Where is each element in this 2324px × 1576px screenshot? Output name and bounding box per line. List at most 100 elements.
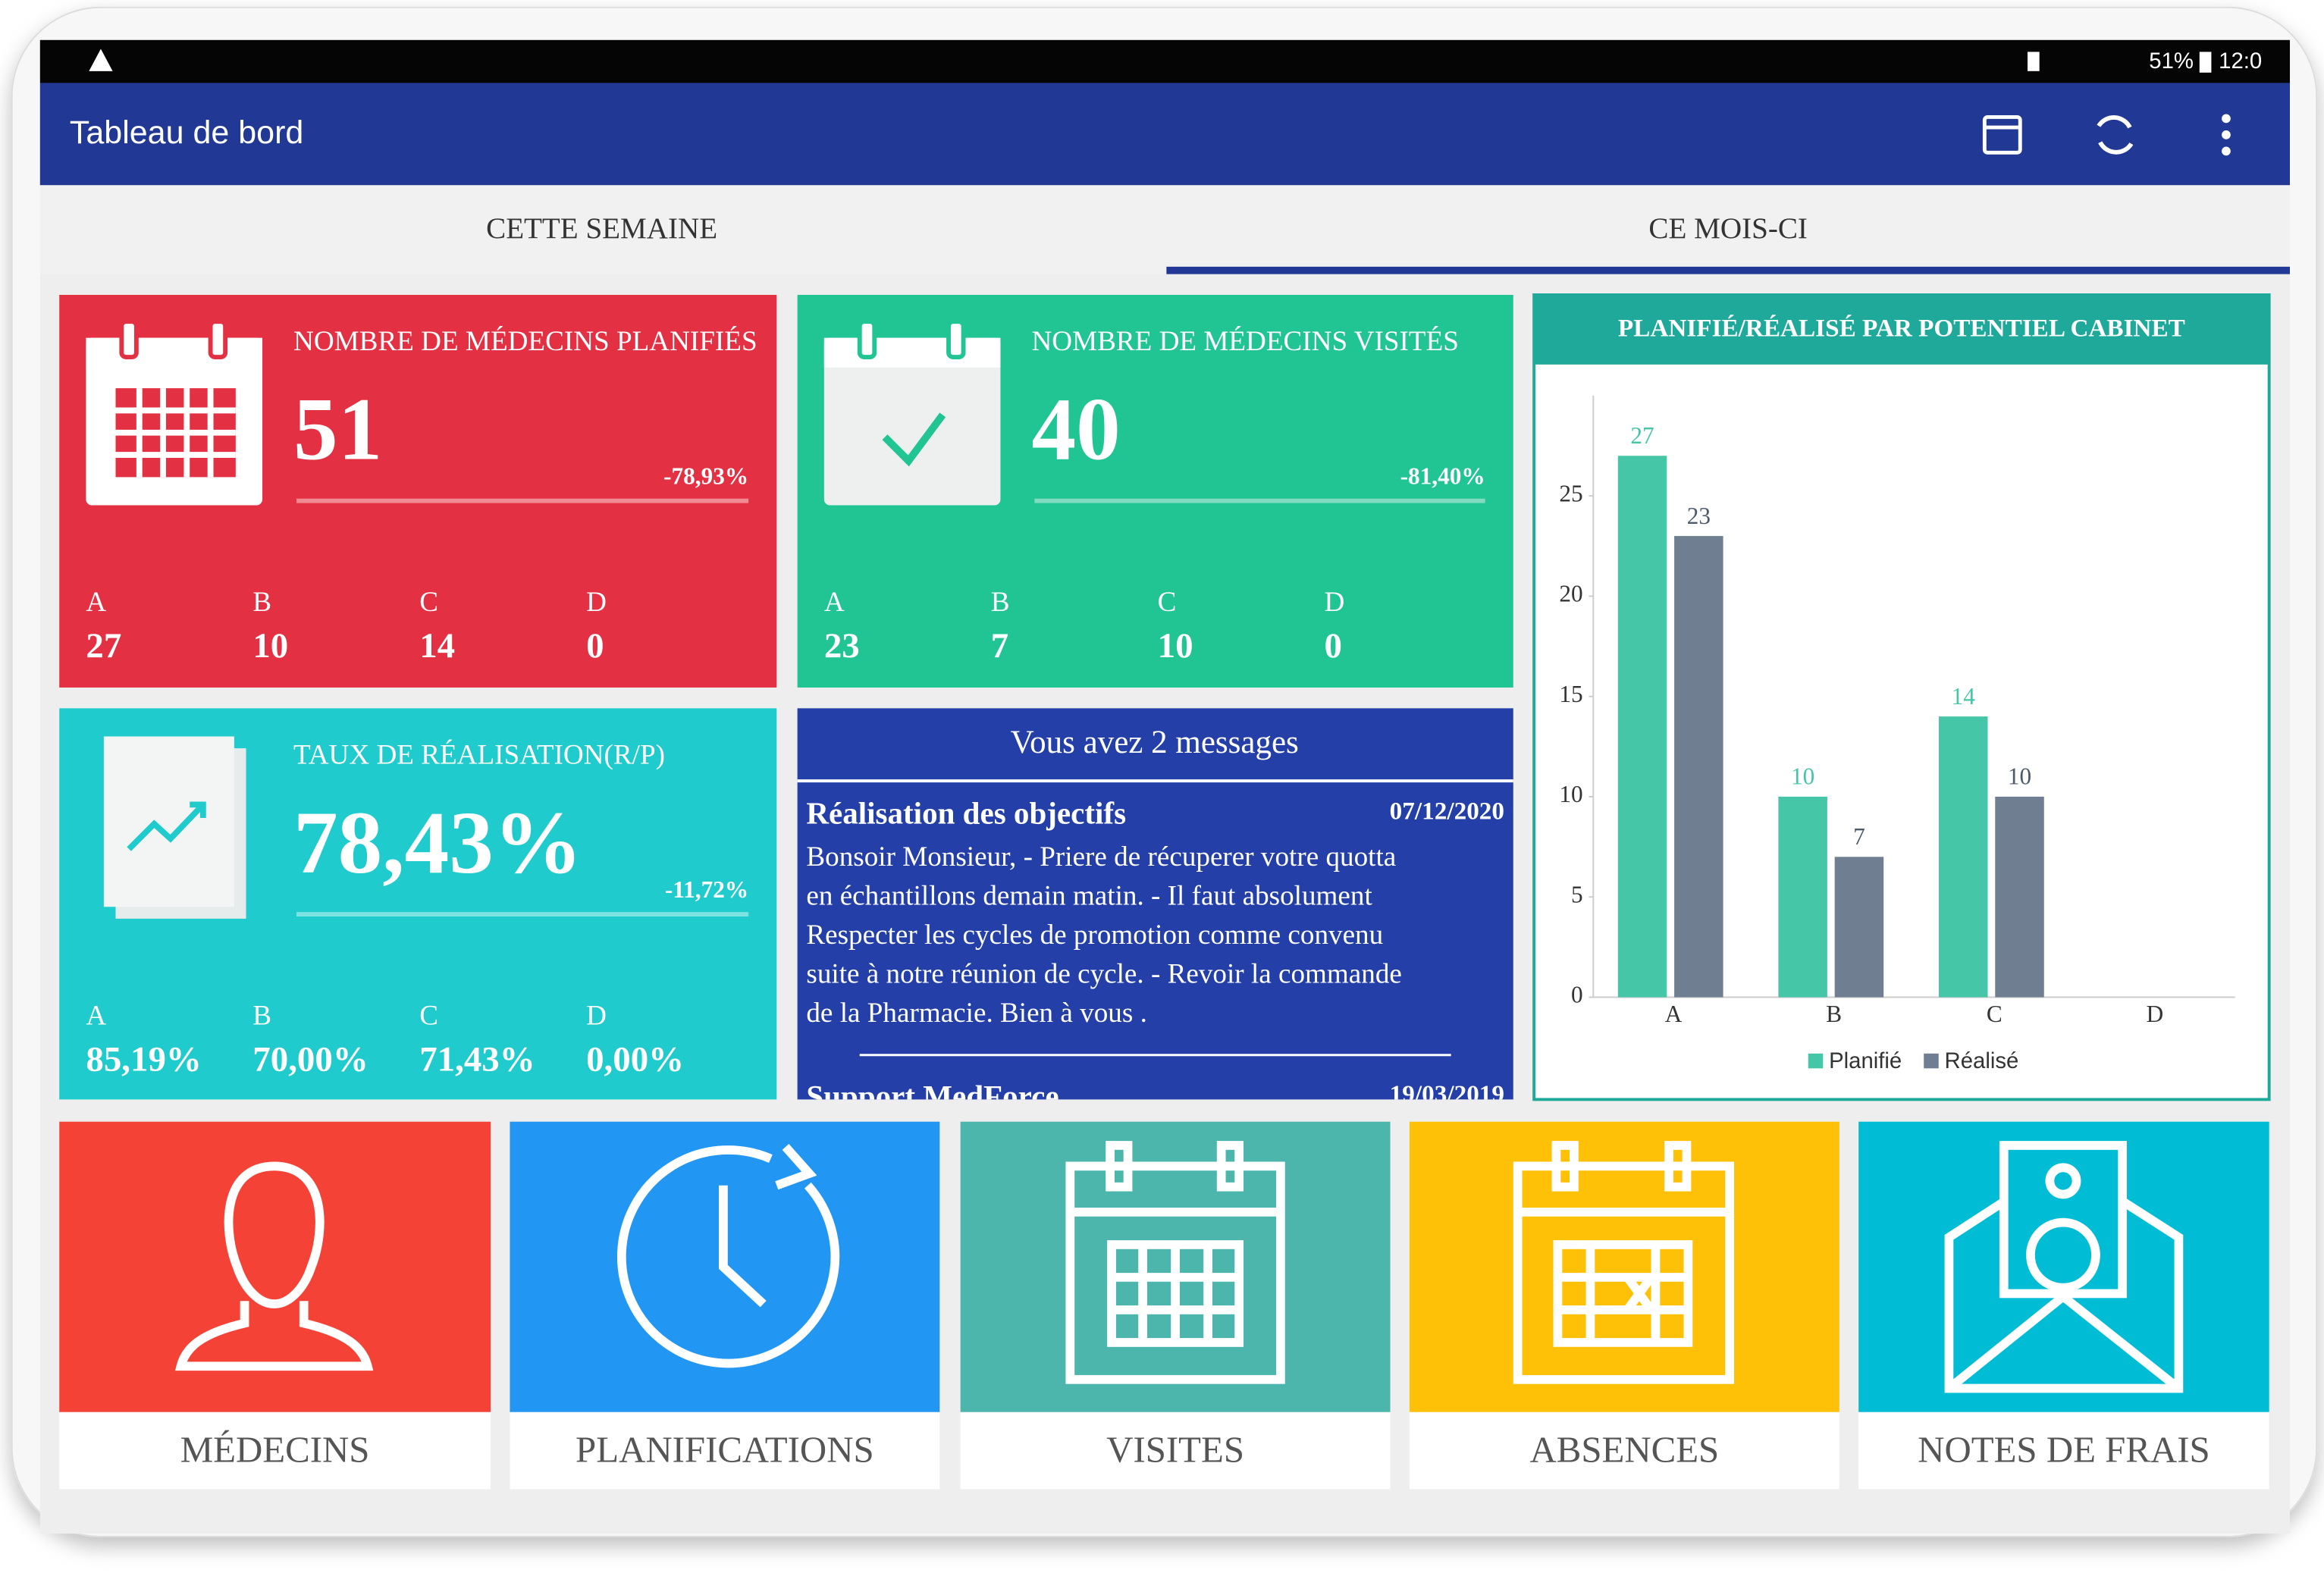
messages-header: Vous avez 2 messages [1011,725,1299,760]
tile-label-bg[interactable] [1858,1412,2269,1490]
bar-value-label: 10 [1791,763,1814,790]
bar-value-label: 27 [1630,422,1654,449]
breakdown-label: D [586,1000,607,1031]
bar [1674,536,1723,998]
breakdown-label: C [419,1000,438,1031]
breakdown-value: 27 [86,626,121,666]
visits-icon [1065,1141,1285,1384]
breakdown-value: 0 [1325,626,1342,666]
tile-label-bg[interactable] [510,1412,940,1490]
tile-label-bg[interactable] [59,1412,491,1490]
message-date: 07/12/2020 [1390,797,1504,826]
battery-icon [2199,52,2212,73]
messages-card[interactable] [797,708,1513,1100]
breakdown-value: 10 [1158,626,1193,666]
tab-indicator [1166,266,2291,274]
chart-header [1534,294,2269,365]
tab[interactable]: CETTE SEMAINE [486,212,717,245]
message-title: Support MedForce [806,1079,1059,1114]
x-tick-label: D [2147,1001,2164,1027]
message-line: Bonsoir Monsieur, - Priere de récuperer … [806,841,1396,873]
message-line: de la Pharmacie. Bien à vous . [806,998,1147,1029]
breakdown-label: C [419,587,438,618]
x-tick-label: A [1665,1001,1683,1027]
absences-icon [1513,1141,1735,1384]
bar-value-label: 14 [1952,683,1976,710]
bar [1834,857,1884,998]
calendar-button[interactable] [1982,114,2022,155]
breakdown-value: 7 [991,626,1008,666]
tile-label[interactable]: PLANIFICATIONS [576,1429,874,1471]
message-line: Respecter les cycles de promotion comme … [806,920,1383,951]
breakdown-value: 0,00% [586,1039,684,1079]
bar-value-label: 10 [2008,763,2031,790]
battery-level: 51% [2149,49,2194,74]
bar-value-label: 7 [1853,823,1865,850]
breakdown-value: 71,43% [419,1039,535,1079]
app-bar [39,83,2291,186]
breakdown-value: 0 [586,626,604,666]
breakdown-value: 10 [252,626,288,666]
message-line: suite à notre réunion de cycle. - Revoir… [806,958,1402,989]
chart-title: PLANIFIÉ/RÉALISÉ PAR POTENTIEL CABINET [1618,315,2185,343]
card-title: NOMBRE DE MÉDECINS PLANIFIÉS [293,325,757,357]
y-tick-label: 5 [1571,881,1583,907]
breakdown-label: B [252,1000,271,1031]
breakdown-label: B [252,587,271,618]
message-line: en échantillons demain matin. - Il faut … [806,881,1372,912]
breakdown-label: A [86,1000,106,1031]
check-calendar-icon [823,319,1001,506]
card-value: 40 [1031,381,1120,479]
menu-button[interactable] [2222,114,2231,156]
bar-value-label: 23 [1687,503,1711,529]
breakdown-label: A [86,587,106,618]
y-tick-label: 15 [1559,681,1582,707]
tile-label[interactable]: NOTES DE FRAIS [1918,1429,2210,1471]
bar [1617,456,1667,998]
status-icon [2028,52,2040,71]
tile-label-bg[interactable] [1409,1412,1839,1490]
message-title: Réalisation des objectifs [806,795,1126,830]
breakdown-value: 85,19% [86,1039,201,1079]
card-value: 78,43% [293,794,582,892]
app-title: Tableau de bord [70,114,303,151]
clock-icon [617,1144,840,1368]
calendar-icon [86,319,263,506]
y-tick-label: 20 [1559,581,1582,607]
refresh-button[interactable] [2097,115,2134,155]
card-title: TAUX DE RÉALISATION(R/P) [293,738,665,770]
breakdown-label: A [824,587,845,618]
card-title: NOMBRE DE MÉDECINS VISITÉS [1031,325,1458,357]
card-change: -11,72% [665,876,748,903]
legend-swatch [1808,1053,1824,1069]
breakdown-label: D [586,587,607,618]
card-change: -81,40% [1400,463,1485,490]
x-tick-label: B [1826,1001,1842,1027]
tile-label[interactable]: VISITES [1106,1429,1244,1471]
tab-selected[interactable]: CE MOIS-CI [1648,212,1808,245]
trend-icon [103,736,246,919]
clock: 12:0 [2219,49,2262,74]
tile-label[interactable]: MÉDECINS [180,1429,370,1471]
y-tick-label: 25 [1559,480,1582,506]
legend-swatch [1924,1053,1939,1069]
breakdown-value: 14 [419,626,455,666]
breakdown-label: B [991,587,1010,618]
tile-label-bg[interactable] [960,1412,1391,1490]
breakdown-label: C [1158,587,1177,618]
tab-bar [39,185,2291,274]
bar [1938,716,1988,998]
x-tick-label: C [1987,1001,2003,1027]
expenses-icon [1944,1141,2184,1393]
person-icon [174,1161,374,1371]
card-change: -78,93% [663,463,748,490]
tile-label[interactable]: ABSENCES [1529,1429,1719,1471]
bar [1995,796,2044,998]
card-value: 51 [293,381,382,479]
breakdown-label: D [1325,587,1345,618]
y-tick-label: 10 [1559,781,1582,807]
warning-icon [89,49,113,71]
legend-label: Planifié [1829,1048,1902,1073]
